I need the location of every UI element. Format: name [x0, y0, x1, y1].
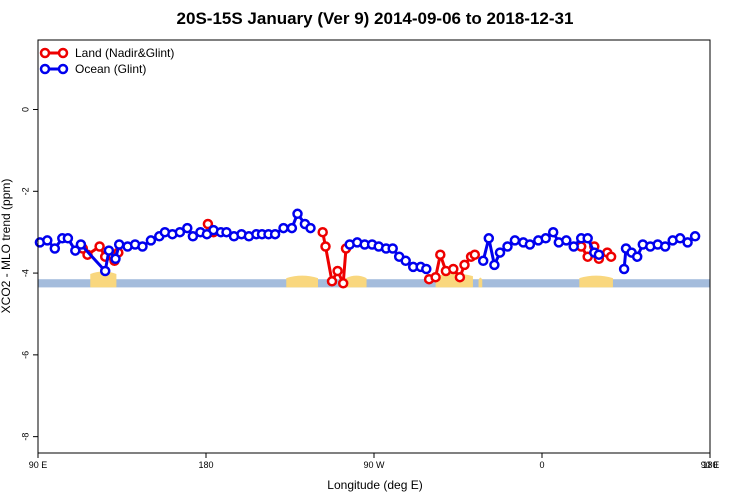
series-ocean-point: [593, 249, 605, 260]
series-land-point: [317, 226, 328, 238]
series-land-point: [94, 241, 105, 252]
series-ocean-point: [70, 245, 81, 256]
land-mask-3: [435, 273, 473, 288]
series-ocean-point: [568, 241, 579, 252]
series-ocean-point: [509, 235, 521, 246]
legend-land-marker: [57, 47, 69, 59]
series-land-point: [459, 259, 470, 271]
series-ocean-point: [387, 243, 398, 254]
series-ocean-point: [631, 251, 643, 262]
legend-land-marker: [39, 47, 51, 59]
x-tick-label: 180: [702, 460, 717, 470]
land-mask-0: [90, 271, 117, 288]
series-ocean-point: [524, 239, 536, 250]
series-ocean-point: [547, 226, 559, 238]
series-land-point: [605, 251, 617, 262]
series-land-point: [469, 249, 481, 260]
series-ocean-point: [137, 241, 148, 252]
series-ocean-point: [674, 233, 686, 244]
series-land-point: [430, 271, 441, 283]
series-ocean-point: [145, 235, 157, 246]
series-ocean-point: [49, 243, 61, 254]
series-ocean-point: [689, 231, 701, 242]
series-ocean-point: [421, 263, 432, 275]
legend-land-label: Land (Nadir&Glint): [75, 46, 174, 60]
x-axis-label: Longitude (deg E): [327, 478, 422, 492]
series-ocean-point: [494, 247, 506, 258]
land-mask-1: [286, 275, 318, 288]
series-land: [77, 218, 617, 289]
series-ocean-point: [618, 263, 630, 275]
land-mask-5: [579, 275, 613, 288]
series-ocean-point: [278, 222, 289, 234]
series-ocean-point: [75, 239, 87, 250]
series-ocean-point: [221, 226, 232, 238]
legend-ocean-marker: [39, 63, 51, 75]
series-ocean-point: [174, 226, 186, 238]
series-land-point: [332, 265, 343, 277]
series-land-point: [320, 241, 331, 252]
series-ocean-point: [286, 222, 298, 234]
series-land-point: [337, 278, 349, 289]
series-land-point: [326, 276, 338, 287]
ocean-mask-band: [38, 279, 710, 288]
series-ocean-point: [540, 233, 551, 244]
series-ocean-point: [305, 222, 316, 234]
y-tick-label: 0: [20, 107, 30, 112]
land-mask-4: [478, 277, 483, 288]
y-tick-label: -2: [20, 187, 30, 195]
series-ocean-point: [110, 253, 121, 265]
legend-ocean-marker: [57, 63, 69, 75]
x-tick-label: 180: [198, 460, 213, 470]
series-ocean-point: [42, 235, 53, 246]
series-ocean-point: [682, 237, 693, 248]
series-layer: [34, 208, 701, 289]
surface-mask-layer: [38, 271, 710, 288]
series-ocean-point: [99, 265, 111, 277]
series-ocean-point: [113, 239, 125, 250]
x-tick-label: 0: [539, 460, 544, 470]
series-ocean-point: [62, 233, 74, 244]
series-ocean-point: [561, 235, 572, 246]
y-tick-label: -8: [20, 433, 30, 441]
series-ocean: [34, 208, 701, 277]
series-ocean-point: [477, 255, 489, 267]
y-tick-label: -6: [20, 351, 30, 359]
series-land-point: [454, 271, 466, 283]
chart-title: 20S-15S January (Ver 9) 2014-09-06 to 20…: [177, 9, 574, 28]
series-ocean-point: [483, 233, 495, 244]
land-mask-2: [346, 275, 367, 288]
y-tick-label: -4: [20, 269, 30, 277]
series-ocean-point: [502, 241, 513, 252]
series-ocean-point: [400, 255, 411, 267]
legend: Land (Nadir&Glint) Ocean (Glint): [39, 46, 174, 76]
series-land-point: [448, 263, 459, 275]
series-land-point: [435, 249, 446, 260]
series-ocean-point: [269, 228, 281, 240]
series-ocean-point: [582, 233, 593, 244]
series-ocean-point: [489, 259, 500, 271]
x-tick-label: 90 E: [701, 460, 720, 470]
series-land-point: [202, 218, 214, 230]
series-ocean-point: [103, 245, 115, 256]
y-axis-label: XCO2 - MLO trend (ppm): [0, 179, 13, 314]
series-ocean-point: [187, 231, 199, 242]
series-ocean-point: [659, 241, 671, 252]
legend-ocean-label: Ocean (Glint): [75, 62, 146, 76]
x-tick-label: 90 W: [363, 460, 385, 470]
series-ocean-point: [182, 222, 193, 234]
series-ocean-point: [292, 208, 303, 220]
x-tick-label: 90 E: [29, 460, 48, 470]
